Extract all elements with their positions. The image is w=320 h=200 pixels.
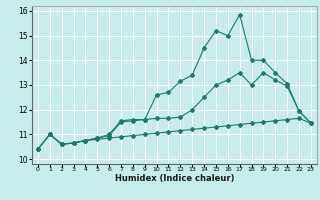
X-axis label: Humidex (Indice chaleur): Humidex (Indice chaleur) <box>115 174 234 183</box>
